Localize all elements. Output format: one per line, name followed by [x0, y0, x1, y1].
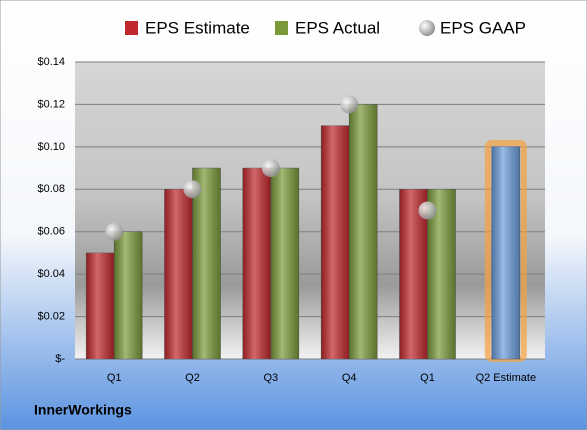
bar-sheen	[164, 189, 193, 359]
footer: InnerWorkings	[34, 402, 132, 418]
y-tick-label: $0.14	[37, 56, 65, 68]
legend-swatch	[125, 21, 138, 35]
y-tick-label: $0.06	[37, 226, 65, 238]
x-tick-label: Q1	[420, 372, 435, 384]
gaap-marker	[105, 222, 124, 241]
bar-sheen	[86, 252, 115, 359]
legend-label: EPS Actual	[295, 18, 380, 37]
bar-sheen	[114, 231, 143, 359]
y-tick-label: $0.02	[37, 310, 65, 322]
gaap-marker	[183, 180, 202, 199]
gaap-marker	[418, 201, 437, 220]
legend-label: EPS GAAP	[440, 18, 526, 37]
legend-swatch	[275, 21, 288, 35]
gaap-marker	[261, 159, 280, 178]
bar-sheen	[349, 104, 378, 359]
plot-area	[75, 62, 545, 359]
y-tick-label: $0.08	[37, 183, 65, 195]
y-tick-label: $0.04	[37, 268, 65, 280]
x-tick-label: Q3	[263, 372, 278, 384]
x-tick-label: Q2 Estimate	[476, 372, 537, 384]
bar-sheen	[491, 146, 520, 359]
legend-label: EPS Estimate	[145, 18, 250, 37]
y-tick-label: $0.12	[37, 98, 65, 110]
legend-swatch	[419, 20, 435, 36]
y-tick-label: $-	[55, 353, 65, 365]
y-tick-label: $0.10	[37, 141, 65, 153]
bar-sheen	[242, 168, 271, 359]
x-tick-label: Q1	[107, 372, 122, 384]
gaap-marker	[340, 95, 359, 114]
bar-sheen	[192, 168, 221, 359]
x-tick-label: Q2	[185, 372, 200, 384]
bar-sheen	[270, 168, 299, 359]
x-tick-label: Q4	[342, 372, 357, 384]
bar-sheen	[321, 125, 350, 360]
